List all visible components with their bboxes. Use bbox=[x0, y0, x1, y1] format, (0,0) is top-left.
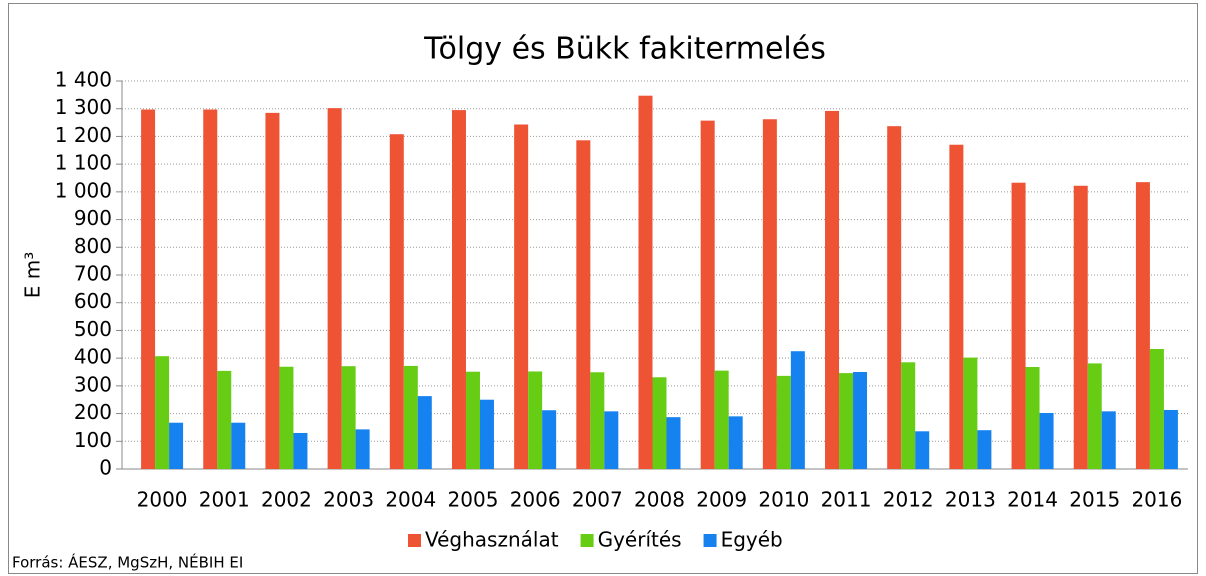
y-tick-label: 1 100 bbox=[55, 151, 112, 175]
y-tick-label: 200 bbox=[74, 400, 112, 424]
bar bbox=[839, 373, 854, 469]
y-tick-label: 400 bbox=[74, 345, 112, 369]
bar bbox=[700, 120, 715, 469]
legend-swatch bbox=[703, 534, 717, 547]
bar bbox=[977, 430, 992, 469]
x-tick-label: 2011 bbox=[821, 488, 872, 512]
bar bbox=[1087, 363, 1102, 469]
y-tick-label: 500 bbox=[74, 317, 112, 341]
x-tick-label: 2006 bbox=[510, 488, 561, 512]
x-tick-label: 2008 bbox=[634, 488, 685, 512]
x-tick-label: 2015 bbox=[1069, 488, 1120, 512]
legend-label: Egyéb bbox=[721, 528, 783, 552]
bar bbox=[949, 144, 964, 469]
y-tick-label: 600 bbox=[74, 289, 112, 313]
bar bbox=[901, 362, 916, 469]
y-tick-label: 100 bbox=[74, 428, 112, 452]
chart-title: Tölgy és Bükk fakitermelés bbox=[423, 32, 826, 67]
bar bbox=[963, 357, 978, 469]
bar bbox=[141, 109, 156, 469]
y-tick-label: 1 200 bbox=[55, 123, 112, 147]
y-tick-label: 300 bbox=[74, 372, 112, 396]
bar bbox=[279, 366, 294, 469]
x-tick-label: 2009 bbox=[696, 488, 747, 512]
x-tick-label: 2000 bbox=[137, 488, 188, 512]
x-tick-label: 2007 bbox=[572, 488, 623, 512]
bar bbox=[542, 410, 557, 469]
y-tick-label: 0 bbox=[99, 456, 112, 480]
x-tick-label: 2004 bbox=[385, 488, 436, 512]
bar bbox=[1011, 182, 1026, 469]
y-tick-label: 700 bbox=[74, 262, 112, 286]
bar bbox=[1073, 185, 1088, 469]
x-tick-label: 2014 bbox=[1007, 488, 1058, 512]
x-tick-label: 2003 bbox=[323, 488, 374, 512]
x-tick-label: 2002 bbox=[261, 488, 312, 512]
bar bbox=[604, 411, 619, 469]
bar bbox=[1101, 411, 1116, 469]
bar bbox=[887, 126, 902, 469]
bar bbox=[666, 417, 681, 469]
bar bbox=[417, 396, 432, 469]
x-tick-label: 2010 bbox=[758, 488, 809, 512]
y-tick-label: 900 bbox=[74, 206, 112, 230]
x-tick-label: 2012 bbox=[883, 488, 934, 512]
bar bbox=[389, 134, 404, 469]
bar bbox=[203, 109, 218, 469]
y-axis-label: E m³ bbox=[21, 252, 45, 299]
bar bbox=[169, 422, 184, 469]
legend-swatch bbox=[580, 534, 594, 547]
legend-label: Gyérítés bbox=[598, 528, 682, 552]
bar bbox=[915, 431, 930, 469]
bar bbox=[451, 110, 466, 469]
bar bbox=[465, 371, 480, 469]
bar bbox=[638, 95, 653, 469]
x-tick-label: 2005 bbox=[448, 488, 499, 512]
x-tick-label: 2013 bbox=[945, 488, 996, 512]
bar bbox=[825, 110, 840, 469]
bar bbox=[327, 108, 342, 469]
bar bbox=[231, 422, 246, 469]
bar bbox=[1025, 367, 1040, 469]
bar bbox=[355, 429, 370, 469]
bar bbox=[1039, 413, 1054, 469]
bar bbox=[728, 416, 743, 469]
bar bbox=[790, 351, 805, 469]
bar bbox=[590, 372, 605, 469]
bar bbox=[714, 370, 729, 469]
y-tick-label: 800 bbox=[74, 234, 112, 258]
bar bbox=[1163, 409, 1178, 469]
source-note: Forrás: ÁESZ, MgSzH, NÉBIH EI bbox=[12, 553, 243, 572]
legend-label: Véghasználat bbox=[425, 528, 559, 552]
bar bbox=[293, 432, 308, 469]
y-tick-label: 1 400 bbox=[55, 68, 112, 92]
bar bbox=[762, 119, 777, 469]
bar bbox=[776, 375, 791, 469]
bar bbox=[1135, 182, 1150, 469]
legend-swatch bbox=[408, 534, 421, 547]
bar bbox=[853, 372, 868, 469]
y-tick-label: 1 000 bbox=[55, 178, 112, 202]
bar bbox=[265, 112, 280, 469]
x-tick-label: 2016 bbox=[1131, 488, 1182, 512]
bar bbox=[479, 399, 494, 469]
x-tick-label: 2001 bbox=[199, 488, 250, 512]
bar bbox=[576, 140, 591, 469]
y-tick-label: 1 300 bbox=[55, 95, 112, 119]
bar bbox=[652, 377, 667, 469]
bar bbox=[528, 371, 543, 469]
bar bbox=[341, 366, 356, 469]
bar bbox=[514, 124, 529, 470]
bar bbox=[1149, 348, 1164, 469]
bar bbox=[155, 356, 170, 469]
bar bbox=[403, 365, 418, 469]
bar bbox=[217, 370, 232, 469]
